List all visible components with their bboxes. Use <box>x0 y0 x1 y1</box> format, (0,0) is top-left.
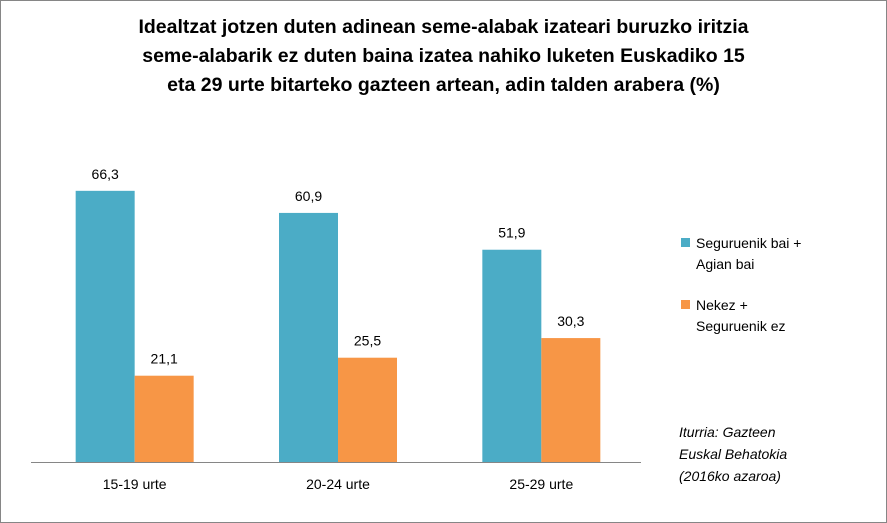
legend-label: Seguruenik bai + <box>696 235 802 251</box>
legend-label: Nekez + <box>696 297 748 313</box>
data-label: 60,9 <box>295 188 322 204</box>
title-line: Idealtzat jotzen duten adinean seme-alab… <box>138 16 749 38</box>
bar <box>279 212 338 462</box>
source-line: (2016ko azaroa) <box>679 468 781 484</box>
bar <box>134 375 194 462</box>
source-line: Euskal Behatokia <box>679 446 788 462</box>
bar <box>338 357 397 462</box>
bar <box>482 249 542 462</box>
data-label: 30,3 <box>557 313 584 329</box>
data-label: 51,9 <box>498 225 525 241</box>
bar <box>541 338 601 462</box>
data-label: 21,1 <box>151 351 178 367</box>
x-tick-label: 20-24 urte <box>306 476 370 492</box>
x-tick-label: 25-29 urte <box>509 476 573 492</box>
bar <box>75 190 135 462</box>
source-line: Iturria: Gazteen <box>679 424 776 440</box>
x-tick-label: 15-19 urte <box>103 476 167 492</box>
data-label: 25,5 <box>354 333 381 349</box>
data-label: 66,3 <box>92 166 119 182</box>
title-line: eta 29 urte bitarteko gazteen artean, ad… <box>167 74 720 96</box>
legend-label: Agian bai <box>696 256 755 272</box>
source-note: Iturria: Gazteen Euskal Behatokia (2016k… <box>679 421 829 487</box>
legend-item-series-2: Nekez + Seguruenik ez <box>681 295 826 337</box>
legend-swatch <box>681 238 690 247</box>
title-line: seme-alabarik ez duten baina izatea nahi… <box>142 45 745 67</box>
chart-title: Idealtzat jotzen duten adinean seme-alab… <box>1 13 886 100</box>
legend-label: Seguruenik ez <box>696 318 786 334</box>
legend-swatch <box>681 300 690 309</box>
legend-item-series-1: Seguruenik bai + Agian bai <box>681 233 826 275</box>
